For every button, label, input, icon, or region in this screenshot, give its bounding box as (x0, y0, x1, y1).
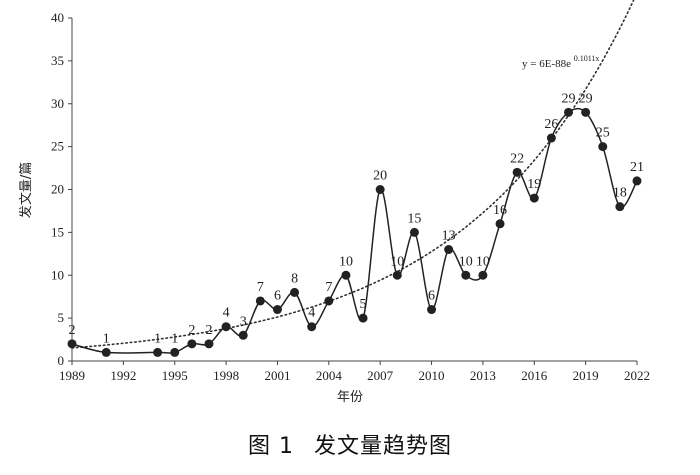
data-label: 20 (373, 169, 387, 184)
figure-caption: 图 1 发文量趋势图 (0, 428, 700, 460)
data-point (324, 296, 334, 306)
data-point (615, 202, 625, 212)
y-tick-label: 40 (51, 10, 64, 25)
data-label: 5 (360, 297, 367, 312)
x-axis-title: 年份 (337, 390, 363, 405)
series-line (71, 107, 638, 354)
x-tick-label: 2013 (470, 368, 496, 383)
data-label: 10 (339, 254, 353, 269)
data-label: 16 (493, 203, 507, 218)
data-label: 8 (291, 271, 298, 286)
data-point (67, 339, 77, 349)
x-tick-label: 1995 (162, 368, 188, 383)
data-label: 6 (274, 289, 281, 304)
data-label: 25 (596, 126, 610, 141)
data-point (170, 347, 180, 357)
trendline (71, 0, 635, 349)
data-label: 19 (527, 177, 541, 192)
y-tick-label: 20 (51, 182, 64, 197)
data-point (632, 176, 642, 186)
y-tick-label: 35 (51, 53, 64, 68)
data-label: 22 (510, 151, 524, 166)
x-tick-label: 2019 (573, 368, 599, 383)
x-tick-label: 2022 (624, 368, 650, 383)
x-tick-label: 2016 (521, 368, 548, 383)
x-tick-label: 1998 (213, 368, 239, 383)
x-tick-label: 1989 (59, 368, 85, 383)
data-label: 4 (223, 306, 230, 321)
data-label: 6 (428, 289, 435, 304)
y-tick-label: 5 (58, 310, 65, 325)
data-label: 1 (154, 331, 161, 346)
trendline-path (71, 0, 635, 349)
data-point (392, 270, 402, 280)
data-point (529, 193, 539, 203)
data-point (495, 219, 505, 229)
data-label: 4 (308, 306, 315, 321)
data-point (101, 347, 111, 357)
figure-caption-text: 发文量趋势图 (313, 434, 452, 459)
data-label: 18 (613, 186, 627, 201)
data-point (204, 339, 214, 349)
trendline-equation-main: y = 6E-88e (522, 58, 571, 70)
trendline-equation: y = 6E-88e 0.1011x (522, 54, 599, 70)
data-point (221, 322, 231, 332)
x-tick-label: 2001 (264, 368, 290, 383)
data-label: 2 (69, 323, 76, 338)
data-label: 2 (205, 323, 212, 338)
y-axis-title: 发文量/篇 (18, 162, 34, 218)
data-point (598, 142, 608, 152)
data-point (187, 339, 197, 349)
data-label: 7 (257, 280, 264, 295)
x-tick-label: 2004 (316, 368, 343, 383)
data-point (307, 322, 317, 332)
data-point (564, 107, 574, 117)
data-point (358, 313, 368, 323)
data-label: 29 (579, 91, 593, 106)
data-label: 10 (390, 254, 404, 269)
data-point (512, 167, 522, 177)
data-point (290, 287, 300, 297)
data-point (272, 305, 282, 315)
y-tick-label: 30 (51, 96, 64, 111)
data-point (478, 270, 488, 280)
y-tick-label: 25 (51, 139, 64, 154)
x-tick-label: 2010 (419, 368, 445, 383)
data-label: 13 (442, 229, 456, 244)
data-point (255, 296, 265, 306)
data-label: 10 (459, 254, 473, 269)
data-label: 1 (171, 331, 178, 346)
figure-caption-number: 图 1 (247, 434, 294, 459)
data-point (153, 347, 163, 357)
y-tick-label: 10 (51, 267, 64, 282)
data-point (546, 133, 556, 143)
data-label: 26 (544, 117, 558, 132)
data-point (375, 185, 385, 194)
x-tick-label: 1992 (110, 368, 136, 383)
data-label: 2 (188, 323, 195, 338)
data-label: 15 (407, 211, 421, 226)
data-point (238, 330, 248, 340)
x-tick-label: 2007 (367, 368, 394, 383)
data-label: 3 (240, 314, 247, 329)
trendline-equation-exponent: 0.1011x (574, 54, 600, 63)
data-label: 10 (476, 254, 490, 269)
data-point (581, 107, 591, 117)
data-point (427, 305, 437, 315)
data-point (461, 270, 471, 280)
y-tick-label: 15 (51, 224, 64, 239)
data-point (341, 270, 351, 280)
data-point (444, 245, 454, 255)
y-tick-label: 0 (58, 353, 65, 368)
data-label: 29 (562, 91, 576, 106)
data-point (409, 227, 419, 237)
data-label: 1 (103, 331, 110, 346)
data-label: 21 (630, 160, 644, 175)
data-label: 7 (325, 280, 332, 295)
